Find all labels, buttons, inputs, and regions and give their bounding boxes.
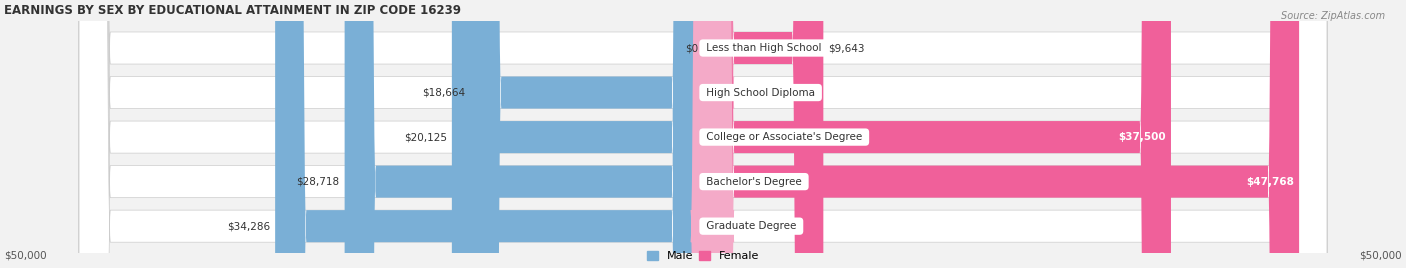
Text: High School Diploma: High School Diploma: [703, 88, 818, 98]
Text: $20,125: $20,125: [404, 132, 447, 142]
Text: Bachelor's Degree: Bachelor's Degree: [703, 177, 806, 187]
FancyBboxPatch shape: [703, 0, 1299, 268]
FancyBboxPatch shape: [79, 0, 1327, 268]
Text: Source: ZipAtlas.com: Source: ZipAtlas.com: [1281, 11, 1385, 21]
FancyBboxPatch shape: [276, 0, 703, 268]
Text: $50,000: $50,000: [4, 251, 46, 261]
FancyBboxPatch shape: [79, 0, 1327, 268]
Text: $0: $0: [727, 221, 740, 231]
Text: College or Associate's Degree: College or Associate's Degree: [703, 132, 866, 142]
FancyBboxPatch shape: [79, 0, 1327, 268]
FancyBboxPatch shape: [451, 0, 703, 268]
Legend: Male, Female: Male, Female: [643, 247, 763, 266]
FancyBboxPatch shape: [344, 0, 703, 268]
Text: $50,000: $50,000: [1360, 251, 1402, 261]
Text: $28,718: $28,718: [297, 177, 340, 187]
FancyBboxPatch shape: [703, 0, 824, 268]
FancyBboxPatch shape: [470, 0, 703, 268]
FancyBboxPatch shape: [690, 0, 734, 268]
Text: $0: $0: [685, 43, 697, 53]
Text: EARNINGS BY SEX BY EDUCATIONAL ATTAINMENT IN ZIP CODE 16239: EARNINGS BY SEX BY EDUCATIONAL ATTAINMEN…: [4, 4, 461, 17]
Text: Less than High School: Less than High School: [703, 43, 825, 53]
FancyBboxPatch shape: [703, 0, 1171, 268]
FancyBboxPatch shape: [690, 0, 734, 268]
Text: $18,664: $18,664: [422, 88, 465, 98]
Text: $47,768: $47,768: [1246, 177, 1294, 187]
Text: $9,643: $9,643: [828, 43, 865, 53]
Text: $34,286: $34,286: [226, 221, 270, 231]
Text: $0: $0: [727, 88, 740, 98]
Text: $37,500: $37,500: [1118, 132, 1166, 142]
FancyBboxPatch shape: [79, 0, 1327, 268]
Text: Graduate Degree: Graduate Degree: [703, 221, 800, 231]
FancyBboxPatch shape: [79, 0, 1327, 268]
